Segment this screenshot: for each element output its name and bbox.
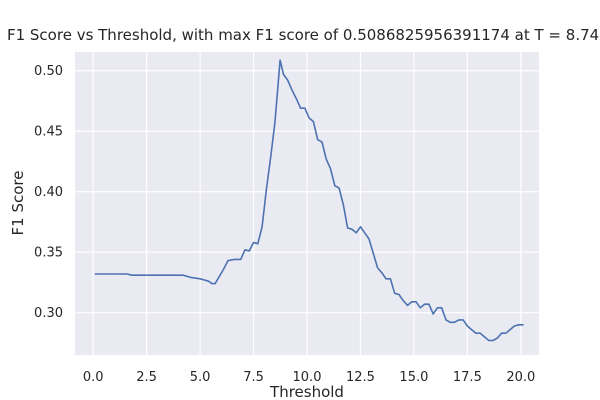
grid [75, 52, 539, 355]
x-tick-label: 2.5 [136, 370, 157, 385]
x-tick-label: 5.0 [190, 370, 211, 385]
x-tick-labels: 0.0 2.5 5.0 7.5 10.0 12.5 15.0 17.5 20.0 [83, 370, 535, 385]
y-tick-label: 0.50 [34, 64, 63, 79]
y-tick-label: 0.45 [34, 125, 63, 140]
x-tick-label: 10.0 [293, 370, 322, 385]
x-tick-label: 15.0 [399, 370, 428, 385]
x-axis-label: Threshold [269, 383, 344, 400]
x-tick-label: 17.5 [453, 370, 482, 385]
x-tick-label: 20.0 [506, 370, 535, 385]
x-tick-label: 7.5 [243, 370, 264, 385]
y-tick-label: 0.30 [34, 306, 63, 321]
series-group [94, 59, 524, 342]
x-tick-label: 12.5 [346, 370, 375, 385]
y-tick-labels: 0.30 0.35 0.40 0.45 0.50 [34, 64, 63, 321]
f1-score-line [94, 59, 524, 342]
chart-title: F1 Score vs Threshold, with max F1 score… [7, 26, 600, 44]
y-tick-label: 0.35 [34, 246, 63, 261]
x-tick-label: 0.0 [83, 370, 104, 385]
y-axis-label: F1 Score [9, 171, 27, 236]
y-tick-label: 0.40 [34, 185, 63, 200]
